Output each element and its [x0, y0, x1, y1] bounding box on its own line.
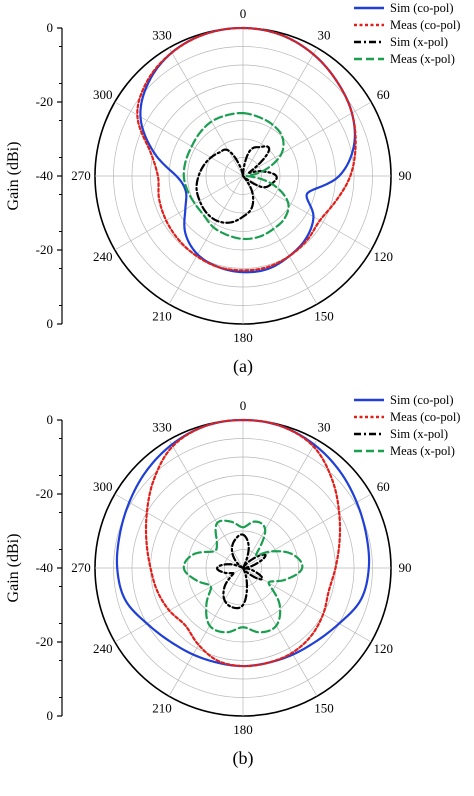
angle-tick-label: 150 — [314, 700, 334, 715]
radial-tick-label: -40 — [36, 168, 53, 183]
series-layer-b — [115, 418, 371, 668]
grid-spoke — [242, 175, 372, 251]
grid-spoke — [114, 101, 244, 177]
grid-spoke — [168, 567, 244, 697]
series-line — [182, 519, 304, 634]
angle-tick-label: 150 — [314, 308, 334, 323]
angle-tick-label: 60 — [377, 87, 390, 102]
radial-tick-label: -20 — [36, 94, 53, 109]
ylabel-b: Gain (dBi) — [5, 534, 22, 603]
legend-label: Meas (co-pol) — [390, 18, 460, 32]
angle-tick-label: 180 — [233, 330, 253, 345]
radial-tick-label: -20 — [36, 486, 53, 501]
angle-tick-label: 30 — [318, 420, 331, 435]
grid-spoke — [242, 175, 318, 305]
grid-spoke — [168, 47, 244, 177]
angle-tick-label: 270 — [71, 560, 91, 575]
legend-label: Sim (co-pol) — [390, 393, 454, 407]
angle-ticks-b: 0 30 60 90 120 150 180 210 240 270 300 330 — [71, 398, 411, 737]
grid-spoke — [242, 567, 318, 697]
radial-tick-label: 0 — [47, 708, 54, 723]
grid-spoke — [168, 439, 244, 569]
angle-tick-label: 330 — [152, 420, 172, 435]
legend-label: Sim (co-pol) — [390, 1, 454, 15]
angle-tick-label: 60 — [377, 479, 390, 494]
grid-spoke — [114, 493, 244, 569]
ylabel-a: Gain (dBi) — [5, 142, 22, 211]
grid-spoke — [242, 493, 372, 569]
grid-spoke — [242, 567, 372, 643]
angle-ticks-a: 0 30 60 90 120 150 180 210 240 270 300 330 — [71, 6, 411, 345]
legend-label: Meas (co-pol) — [390, 410, 460, 424]
series-line — [182, 111, 290, 241]
series-line — [136, 26, 357, 272]
series-line — [144, 418, 342, 668]
angle-tick-label: 120 — [374, 249, 394, 264]
series-line — [195, 145, 278, 224]
caption-b: (b) — [233, 748, 254, 769]
angle-tick-label: 210 — [152, 308, 172, 323]
caption-a: (a) — [233, 356, 253, 377]
series-layer-a — [136, 26, 357, 274]
legend-label: Meas (x-pol) — [390, 52, 455, 66]
grid-spoke — [242, 439, 318, 569]
angle-tick-label: 240 — [93, 249, 113, 264]
legend-b: Sim (co-pol) Meas (co-pol) Sim (x-pol) Meas… — [354, 393, 460, 458]
grid-spoke — [242, 101, 372, 177]
radial-tick-label: -40 — [36, 560, 53, 575]
angle-tick-label: 180 — [233, 722, 253, 737]
angle-tick-label: 90 — [399, 168, 412, 183]
polar-plot-b: 0 30 60 90 120 150 180 210 240 270 300 330 0 -20 -40 -… — [5, 393, 460, 769]
angle-tick-label: 330 — [152, 28, 172, 43]
grid-spoke — [168, 175, 244, 305]
polar-plot-a: 0 30 60 90 120 150 180 210 240 270 300 330 0 -20 -40 -… — [5, 1, 460, 377]
angle-tick-label: 270 — [71, 168, 91, 183]
grid-spoke — [242, 47, 318, 177]
angle-tick-label: 0 — [240, 6, 247, 21]
angle-tick-label: 300 — [93, 87, 113, 102]
radial-tick-label: -20 — [36, 242, 53, 257]
radial-tick-label: 0 — [47, 412, 54, 427]
radial-tick-label: 0 — [47, 316, 54, 331]
grid-spoke — [114, 175, 244, 251]
angle-tick-label: 210 — [152, 700, 172, 715]
angle-tick-label: 30 — [318, 28, 331, 43]
radial-tick-label: 0 — [47, 20, 54, 35]
angle-tick-label: 240 — [93, 641, 113, 656]
series-line — [216, 533, 267, 610]
radial-axis-b: 0 -20 -40 -20 0 — [36, 412, 63, 723]
angle-tick-label: 0 — [240, 398, 247, 413]
angle-tick-label: 120 — [374, 641, 394, 656]
grid-spoke — [114, 567, 244, 643]
legend-label: Meas (x-pol) — [390, 444, 455, 458]
radial-axis-a: 0 -20 -40 -20 0 — [36, 20, 63, 331]
angle-tick-label: 300 — [93, 479, 113, 494]
legend-label: Sim (x-pol) — [390, 427, 448, 441]
legend-label: Sim (x-pol) — [390, 35, 448, 49]
radial-tick-label: -20 — [36, 634, 53, 649]
legend-a: Sim (co-pol) Meas (co-pol) Sim (x-pol) Meas… — [354, 1, 460, 66]
angle-tick-label: 90 — [399, 560, 412, 575]
